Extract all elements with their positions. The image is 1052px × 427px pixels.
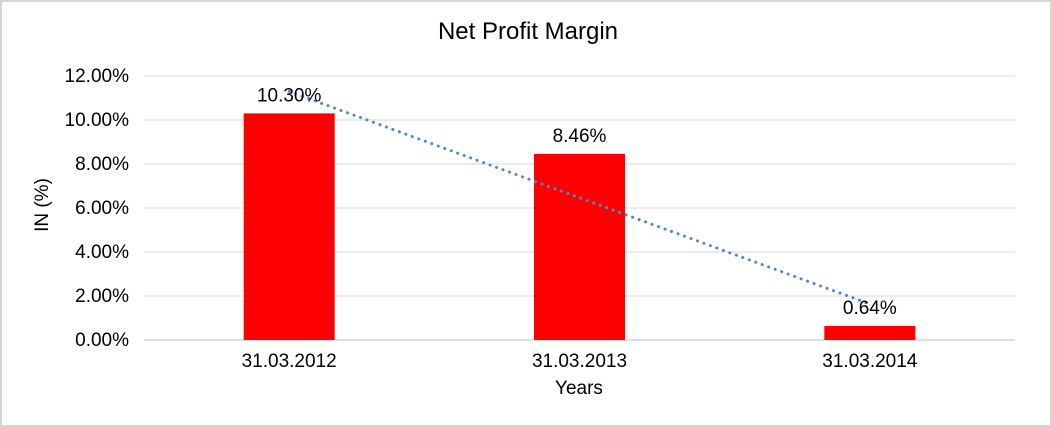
y-tick-label: 0.00% [75, 330, 129, 351]
x-tick-label: 31.03.2012 [242, 351, 337, 372]
x-tick-label: 31.03.2014 [822, 351, 918, 372]
y-axis-title: IN (%) [32, 178, 53, 232]
trendline [287, 89, 872, 306]
data-labels: 10.30% 8.46% 0.64% [257, 85, 897, 319]
bar-data-label: 0.64% [843, 298, 897, 319]
y-tick-label: 4.00% [75, 242, 129, 263]
bar-series [243, 113, 916, 341]
y-tick-label: 12.00% [65, 66, 130, 87]
chart-title: Net Profit Margin [438, 18, 618, 45]
y-axis-tick-labels: 0.00% 2.00% 4.00% 6.00% 8.00% 10.00% 12.00% [65, 66, 130, 351]
y-tick-label: 2.00% [75, 286, 129, 307]
bar-data-label: 8.46% [553, 126, 607, 147]
x-tick-label: 31.03.2013 [532, 351, 627, 372]
trendline-dotted [287, 89, 872, 306]
bar [243, 113, 335, 341]
y-tick-label: 8.00% [75, 154, 129, 175]
y-tick-label: 10.00% [65, 110, 130, 131]
bar-data-label: 10.30% [257, 85, 322, 106]
bar [534, 153, 625, 340]
x-axis-title: Years [555, 378, 603, 399]
y-tick-label: 6.00% [75, 198, 129, 219]
x-axis-tick-labels: 31.03.2012 31.03.2013 31.03.2014 [242, 351, 918, 372]
bar [824, 325, 916, 340]
